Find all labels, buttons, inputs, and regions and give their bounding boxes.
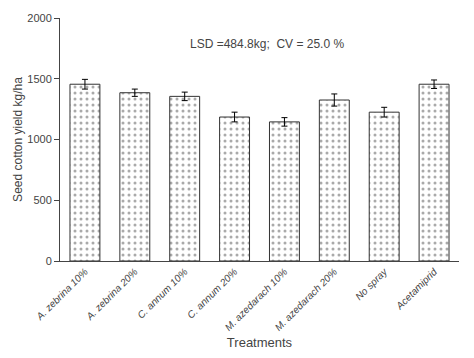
svg-text:LSD =484.8kg; CV = 25.0 %: LSD =484.8kg; CV = 25.0 % [190,37,344,51]
svg-text:No spray: No spray [353,265,390,302]
svg-text:Seed cotton yield kg/ha: Seed cotton yield kg/ha [11,77,25,202]
svg-text:0: 0 [46,255,52,267]
svg-text:A. zebrina 10%: A. zebrina 10% [33,266,90,323]
svg-text:Treatments: Treatments [227,335,293,350]
svg-text:C. annum 10%: C. annum 10% [135,266,190,321]
svg-text:2000: 2000 [27,12,51,24]
svg-text:1000: 1000 [27,133,51,145]
svg-text:M. azedarach 20%: M. azedarach 20% [273,266,340,333]
svg-text:1500: 1500 [27,73,51,85]
svg-text:M. azedarach 10%: M. azedarach 10% [223,266,290,333]
svg-text:A. zebrina 20%: A. zebrina 20% [83,266,140,323]
svg-text:C. annum 20%: C. annum 20% [185,266,240,321]
svg-text:500: 500 [33,194,51,206]
svg-text:Acetamiprid: Acetamiprid [393,266,439,312]
